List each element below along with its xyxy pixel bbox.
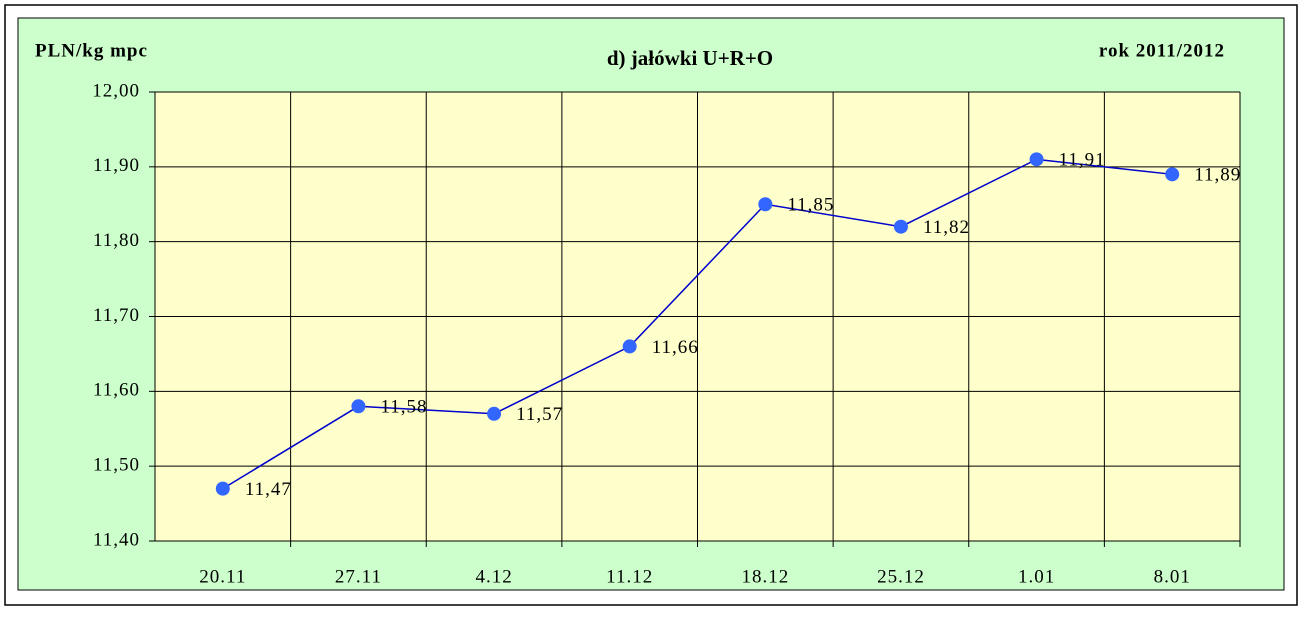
- value-label: 11,85: [787, 195, 834, 216]
- y-axis-label: PLN/kg mpc: [35, 40, 148, 61]
- marker: [351, 399, 366, 414]
- marker: [1165, 167, 1180, 182]
- y-tick-label: 11,80: [93, 230, 140, 251]
- marker: [622, 339, 637, 354]
- x-tick-label: 25.12: [877, 566, 925, 587]
- chart-title: d) jałówki U+R+O: [607, 46, 773, 70]
- x-tick-label: 4.12: [475, 566, 512, 587]
- value-label: 11,47: [245, 479, 292, 500]
- value-label: 11,82: [923, 217, 970, 238]
- x-tick-label: 1.01: [1018, 566, 1055, 587]
- value-label: 11,89: [1194, 165, 1241, 186]
- annotation: rok 2011/2012: [1099, 40, 1225, 61]
- x-tick-label: 27.11: [335, 566, 382, 587]
- x-tick-label: 11.12: [606, 566, 653, 587]
- x-tick-label: 8.01: [1154, 566, 1191, 587]
- x-tick-label: 20.11: [199, 566, 246, 587]
- marker: [893, 219, 908, 234]
- marker: [758, 197, 773, 212]
- y-tick-label: 11,90: [93, 155, 140, 176]
- marker: [215, 481, 230, 496]
- y-tick-label: 12,00: [92, 80, 140, 101]
- value-label: 11,57: [516, 404, 563, 425]
- value-label: 11,58: [380, 397, 427, 418]
- value-label: 11,91: [1059, 150, 1106, 171]
- marker: [1029, 152, 1044, 167]
- y-tick-label: 11,50: [93, 455, 140, 476]
- value-label: 11,66: [652, 337, 699, 358]
- y-tick-label: 11,60: [93, 380, 140, 401]
- y-tick-label: 11,70: [93, 305, 140, 326]
- y-tick-label: 11,40: [93, 529, 140, 550]
- series-line: [222, 158, 1173, 490]
- marker: [487, 406, 502, 421]
- x-tick-label: 18.12: [741, 566, 789, 587]
